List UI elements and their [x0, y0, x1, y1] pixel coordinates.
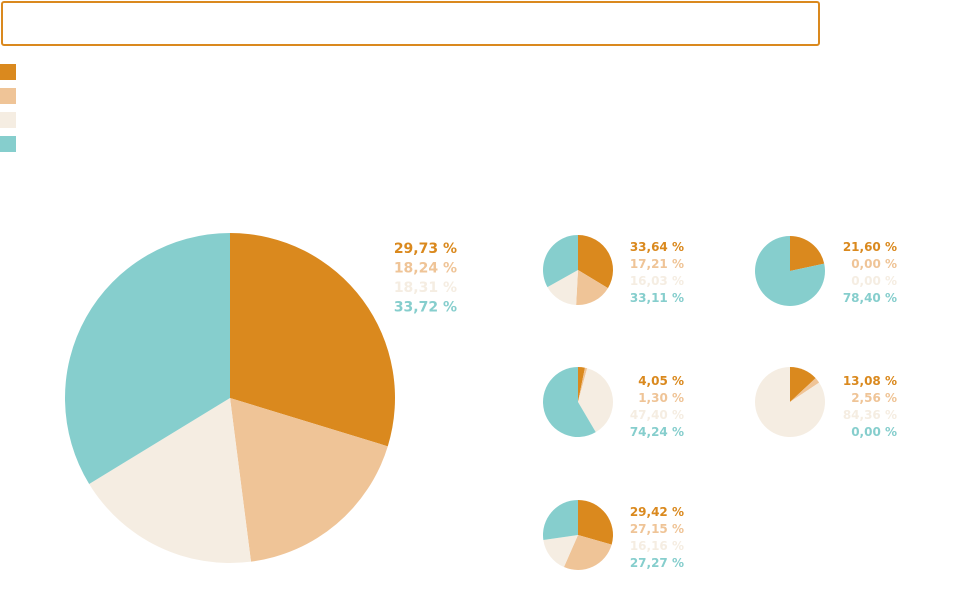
pie-1-label-2: 18,24 % [394, 260, 457, 276]
chart-title-box [1, 1, 820, 46]
pie-6-label-4: 27,27 % [630, 556, 684, 570]
pie-3-label-1: 21,60 % [843, 240, 897, 254]
pie-2-label-2: 17,21 % [630, 257, 684, 271]
pie-chart-2: 33,64 % 17,21 % 16,03 % 33,11 % [543, 235, 684, 305]
legend-swatch-4 [0, 136, 16, 152]
pie-5-label-2: 2,56 % [851, 391, 897, 405]
pie-3-label-4: 78,40 % [843, 291, 897, 305]
pie-2-label-1: 33,64 % [630, 240, 684, 254]
pie-1-label-1: 29,73 % [394, 241, 457, 257]
pie-3-label-3: 0,00 % [851, 274, 897, 288]
pie-2-slice-4 [543, 235, 578, 288]
pie-2-slice-1 [578, 235, 613, 289]
pie-4-slice-1 [578, 367, 585, 402]
pie-3-slice-4 [755, 236, 825, 307]
pie-5-slice-3 [755, 367, 825, 437]
pie-1-slice-1 [230, 233, 395, 447]
pie-6-label-2: 27,15 % [630, 522, 684, 536]
pie-2-label-3: 16,03 % [630, 274, 684, 288]
pie-1-slice-4 [64, 233, 230, 484]
pie-6-slice-1 [578, 500, 613, 545]
pie-1-slice-2 [230, 398, 388, 562]
pie-5-label-3: 84,36 % [843, 408, 897, 422]
pie-5-slice-1 [790, 367, 816, 402]
legend-swatch-3 [0, 112, 16, 128]
pie-6-label-1: 29,42 % [630, 505, 684, 519]
pie-6-slice-3 [543, 535, 578, 568]
legend-swatch-1 [0, 64, 16, 80]
pie-chart-5: 13,08 % 2,56 % 84,36 % 0,00 % [755, 367, 897, 439]
pie-1-label-3: 18,31 % [394, 280, 457, 296]
pie-4-label-1: 4,05 % [638, 374, 684, 388]
pie-1-slice-3 [89, 398, 251, 563]
pie-1-label-4: 33,72 % [394, 299, 457, 315]
pie-4-slice-4 [543, 367, 596, 437]
pie-2-slice-3 [547, 270, 578, 305]
pie-3-slice-1 [790, 236, 825, 271]
pie-2-slice-2 [576, 270, 608, 305]
pie-4-label-3: 47,40 % [630, 408, 684, 422]
pie-4-label-4: 74,24 % [630, 425, 684, 439]
pie-5-slice-2 [790, 378, 820, 402]
pie-6-slice-4 [543, 500, 578, 540]
pie-6-label-3: 16,16 % [630, 539, 684, 553]
pie-5-label-4: 0,00 % [851, 425, 897, 439]
pie-2-label-4: 33,11 % [630, 291, 684, 305]
pie-3-label-2: 0,00 % [851, 257, 897, 271]
pie-6-slice-2 [563, 535, 612, 570]
pie-chart-3: 21,60 % 0,00 % 0,00 % 78,40 % [755, 236, 897, 307]
pie-4-slice-2 [578, 367, 588, 402]
pie-chart-1: 29,73 % 18,24 % 18,31 % 33,72 % [64, 233, 457, 563]
pie-5-label-1: 13,08 % [843, 374, 897, 388]
legend-swatch-2 [0, 88, 16, 104]
pie-chart-4: 4,05 % 1,30 % 47,40 % 74,24 % [543, 367, 684, 439]
pie-chart-6: 29,42 % 27,15 % 16,16 % 27,27 % [543, 500, 684, 570]
pie-4-label-2: 1,30 % [638, 391, 684, 405]
pie-4-slice-3 [578, 368, 613, 433]
